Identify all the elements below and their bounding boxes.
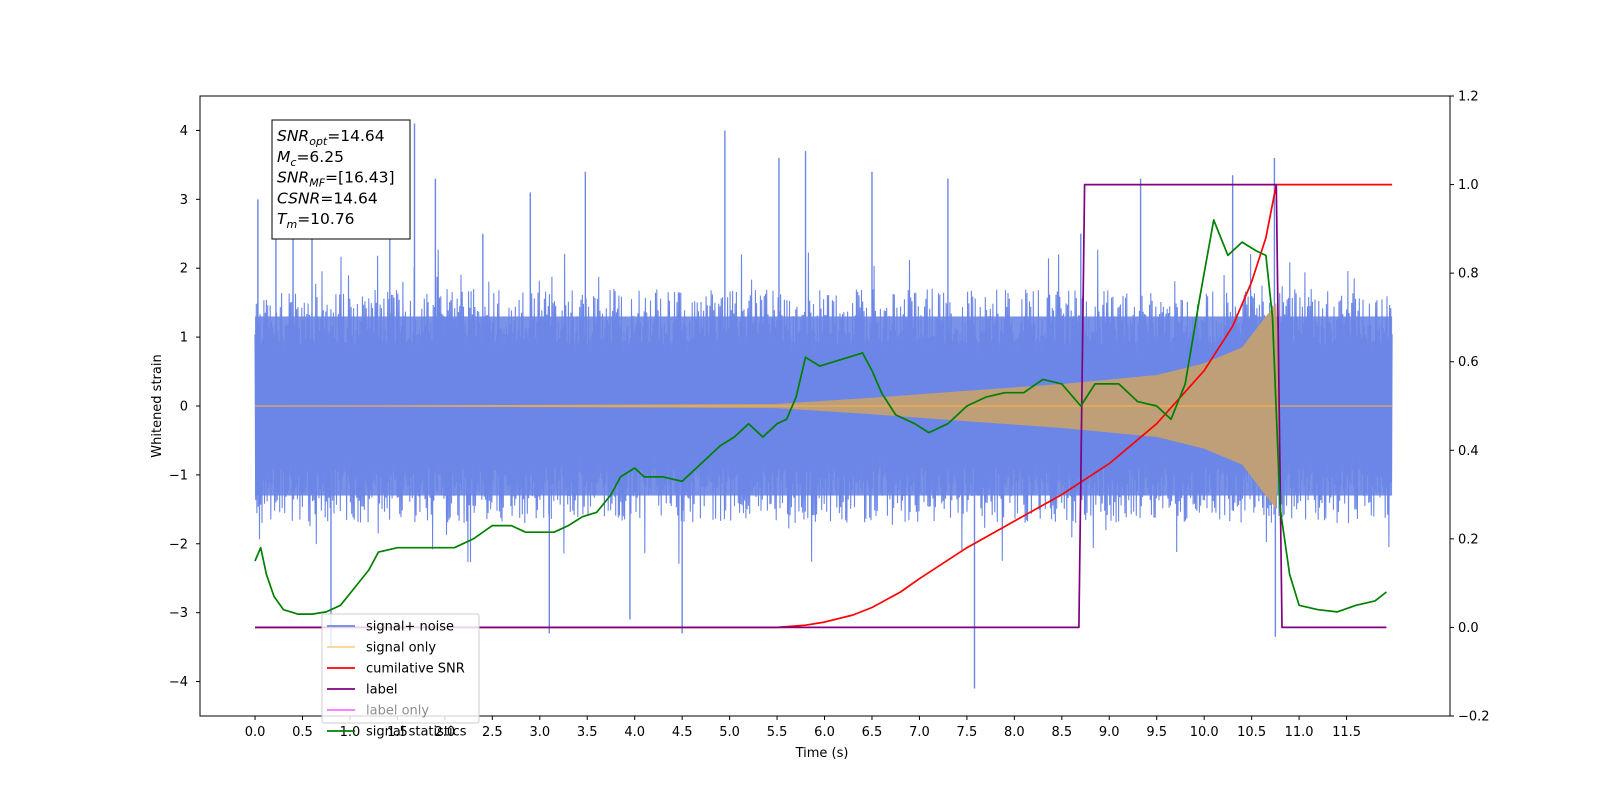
y-tick-label: 0 — [180, 400, 188, 415]
signal-only-series — [255, 302, 1393, 510]
annotation-box: SNRopt=14.64Mc=6.25SNRMF=[16.43]CSNR=14.… — [271, 119, 411, 240]
x-tick-label: 0.5 — [292, 725, 313, 740]
x-tick-label: 6.5 — [862, 725, 883, 740]
legend-label: signal only — [366, 641, 436, 656]
x-tick-label: 7.5 — [957, 725, 978, 740]
x-axis: 0.0 0.5 1.0 1.5 2.0 2.5 3.0 3.5 4.0 4.5 5.0 5.5 6.0 6… — [245, 716, 1361, 740]
annotation-line: Tm=10.76 — [277, 210, 355, 231]
annotation-frame — [271, 119, 411, 240]
y-tick-label: 1 — [180, 331, 188, 346]
x-tick-label: 1.5 — [387, 725, 408, 740]
x-tick-label: 10.5 — [1237, 725, 1266, 740]
annotation-line: SNRopt=14.64 — [277, 127, 385, 148]
x-tick-label: 3.0 — [529, 725, 550, 740]
y-axis-left: 4 3 2 1 0 −1 −2 −3 −4 — [169, 124, 200, 690]
cumilative-snr-line — [255, 183, 1393, 629]
y2-tick-label: 1.2 — [1458, 90, 1479, 105]
x-tick-label: 6.0 — [814, 725, 835, 740]
annotation-line: SNRMF=[16.43] — [277, 169, 395, 190]
y-tick-label: −2 — [169, 537, 188, 552]
signal-statistics-line — [254, 219, 1387, 615]
y-tick-label: −4 — [169, 675, 188, 690]
y-tick-label: −3 — [169, 606, 188, 621]
y2-tick-label: 0.2 — [1458, 532, 1479, 547]
y-tick-label: −1 — [169, 468, 188, 483]
x-tick-label: 0.0 — [245, 725, 266, 740]
x-tick-label: 5.0 — [719, 725, 740, 740]
x-tick-label: 3.5 — [577, 725, 598, 740]
y2-tick-label: 0.4 — [1458, 444, 1479, 459]
right-axis-series — [254, 183, 1393, 629]
x-tick-label: 4.5 — [672, 725, 693, 740]
x-tick-label: 11.5 — [1332, 725, 1361, 740]
x-tick-label: 7.0 — [909, 725, 930, 740]
y-tick-label: 4 — [180, 124, 188, 139]
x-tick-label: 10.0 — [1190, 725, 1219, 740]
legend-frame — [321, 613, 480, 724]
legend-label: signal statistics — [366, 725, 467, 740]
x-tick-label: 8.5 — [1051, 725, 1072, 740]
x-tick-label: 4.0 — [624, 725, 645, 740]
legend-label: label — [366, 683, 397, 698]
y2-tick-label: 0.6 — [1458, 355, 1479, 370]
x-tick-label: 5.5 — [767, 725, 788, 740]
y-tick-label: 3 — [180, 193, 188, 208]
x-tick-label: 9.0 — [1099, 725, 1120, 740]
y-axis-label: Whitened strain — [150, 354, 165, 457]
y2-tick-label: 1.0 — [1458, 178, 1479, 193]
y2-tick-label: 0.0 — [1458, 621, 1479, 636]
y2-tick-label: −0.2 — [1458, 710, 1490, 725]
x-axis-label: Time (s) — [795, 746, 849, 761]
x-tick-label: 2.5 — [482, 725, 503, 740]
plot-area — [254, 123, 1393, 689]
legend-label: label only — [366, 704, 429, 719]
x-tick-label: 11.0 — [1285, 725, 1314, 740]
x-tick-label: 9.5 — [1146, 725, 1167, 740]
x-tick-label: 8.0 — [1004, 725, 1025, 740]
annotation-line: CSNR=14.64 — [277, 189, 378, 207]
x-tick-label: 2.0 — [435, 725, 456, 740]
legend-label: cumilative SNR — [366, 662, 465, 677]
y-tick-label: 2 — [180, 262, 188, 277]
legend: signal+ noise signal only cumilative SNR la… — [321, 613, 480, 740]
y-axis-right: 1.2 1.0 0.8 0.6 0.4 0.2 0.0 −0.2 — [1450, 90, 1490, 725]
x-tick-label: 1.0 — [340, 725, 361, 740]
legend-label: signal+ noise — [366, 620, 454, 635]
annotation-line: Mc=6.25 — [277, 148, 344, 169]
y2-tick-label: 0.8 — [1458, 267, 1479, 282]
label-line — [255, 183, 1387, 629]
